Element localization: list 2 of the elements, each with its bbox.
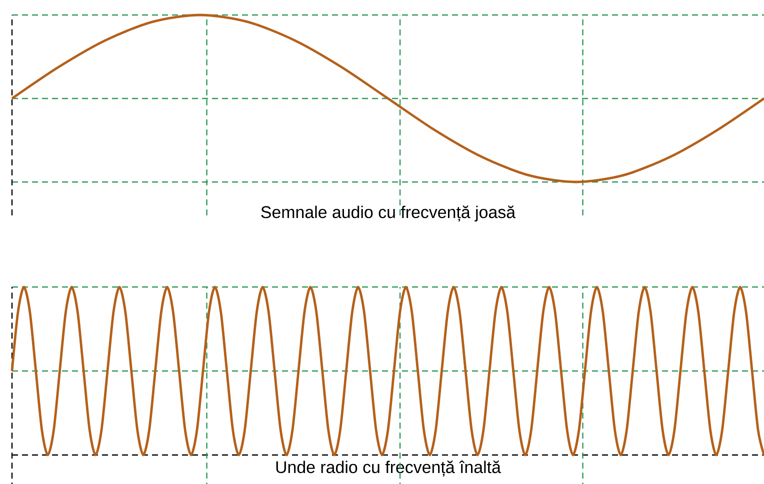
x-axis-title: Semnale audio cu frecvență joasă xyxy=(261,206,516,222)
x-axis-title: Unde radio cu frecvență înaltă xyxy=(276,460,501,477)
